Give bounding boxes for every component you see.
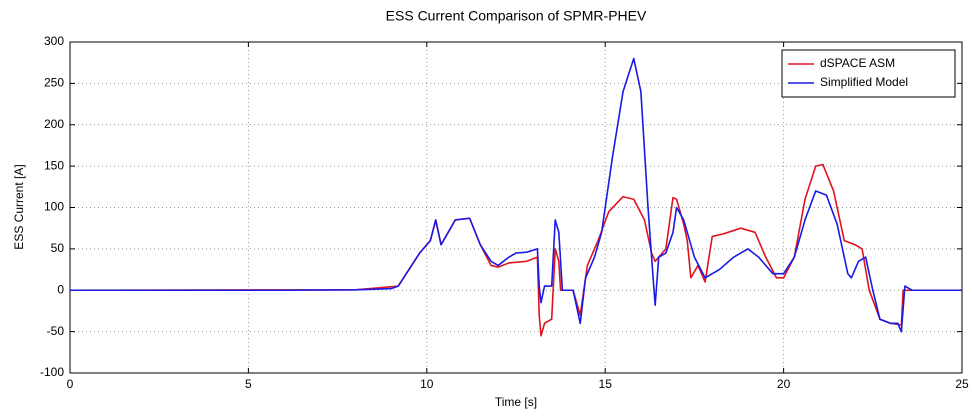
- y-tick-label: 150: [44, 158, 64, 172]
- legend-box: [781, 49, 956, 98]
- y-tick-label: -100: [40, 365, 64, 379]
- y-tick-label: -50: [47, 324, 65, 338]
- y-tick-label: 0: [57, 282, 64, 296]
- legend-label: dSPACE ASM: [820, 56, 895, 70]
- y-axis-label: ESS Current [A]: [12, 164, 26, 249]
- y-tick-label: 100: [44, 200, 64, 214]
- series-line: [70, 57, 962, 333]
- x-tick-label: 10: [420, 377, 434, 391]
- legend-label: Simplified Model: [820, 75, 908, 89]
- y-tick-label: 300: [44, 34, 64, 48]
- y-tick-label: 200: [44, 117, 64, 131]
- x-tick-label: 25: [955, 377, 969, 391]
- x-tick-label: 15: [599, 377, 613, 391]
- x-axis-label: Time [s]: [495, 395, 537, 409]
- x-tick-label: 20: [777, 377, 791, 391]
- x-tick-label: 5: [245, 377, 252, 391]
- chart-title: ESS Current Comparison of SPMR-PHEV: [386, 8, 647, 24]
- y-tick-label: 50: [51, 241, 65, 255]
- x-tick-label: 0: [67, 377, 74, 391]
- y-tick-label: 250: [44, 76, 64, 90]
- axes-box: [69, 41, 963, 374]
